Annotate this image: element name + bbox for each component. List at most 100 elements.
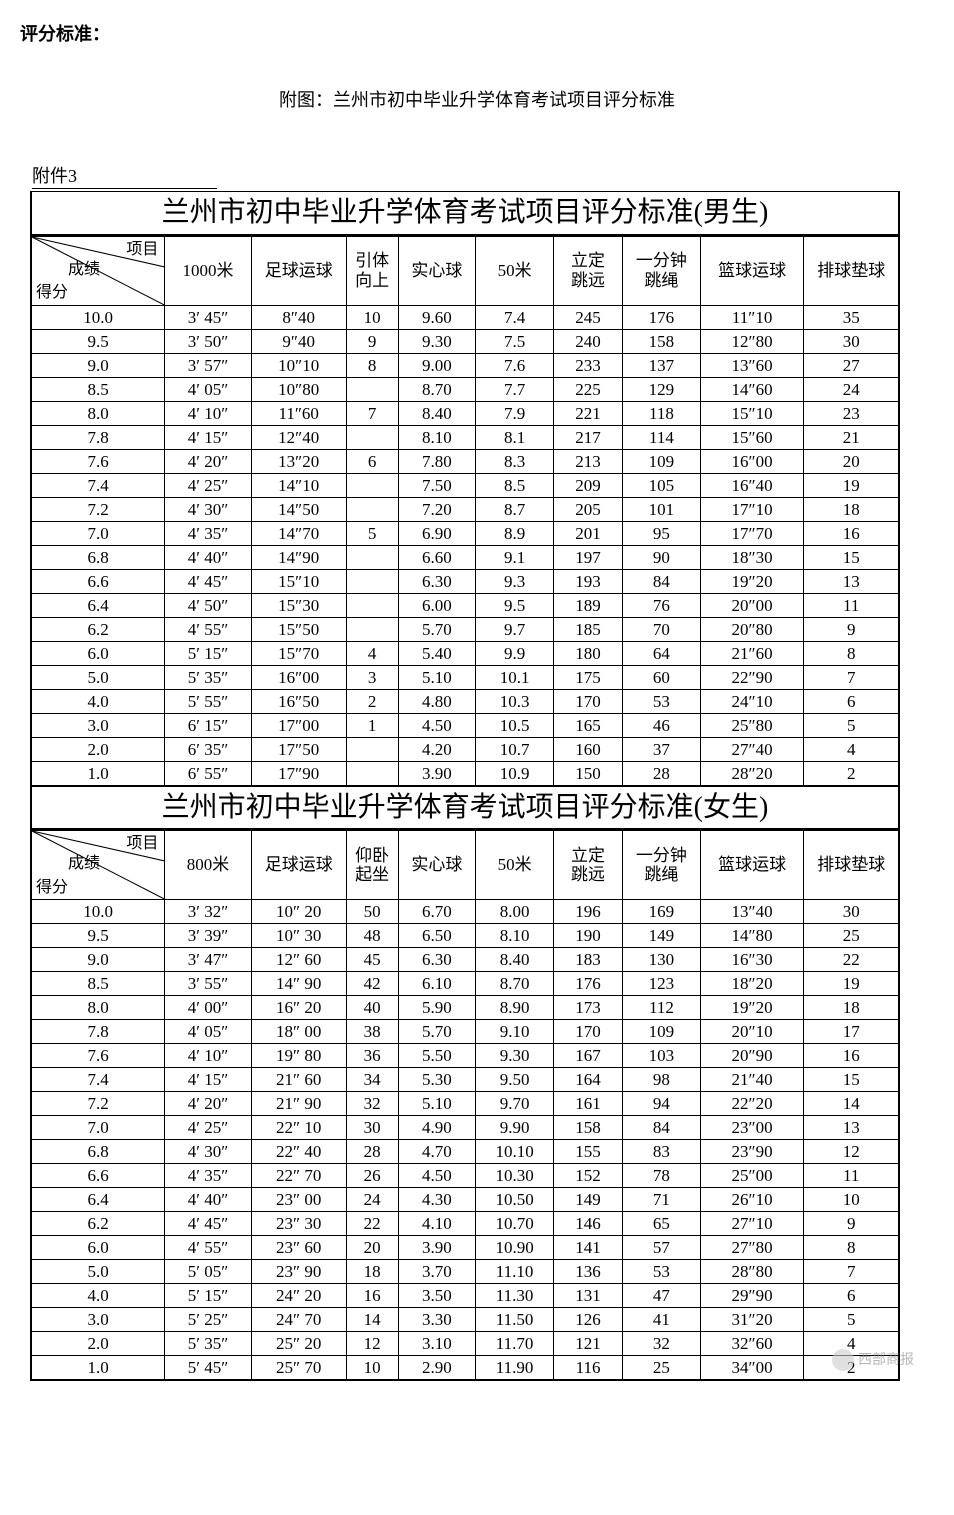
table-cell: 197: [553, 545, 622, 569]
table-cell: 24: [804, 377, 899, 401]
table-cell: 17″90: [251, 761, 346, 786]
table-cell: 4′ 25″: [165, 1116, 251, 1140]
attachment-label: 附件3: [32, 162, 217, 189]
table-cell: 5′ 55″: [165, 689, 251, 713]
col-header: 仰卧起坐: [346, 831, 398, 900]
table-cell: 19: [804, 972, 899, 996]
table-cell: 9.30: [398, 329, 476, 353]
table-cell: 4.10: [398, 1212, 476, 1236]
table-cell: 84: [623, 569, 701, 593]
table-cell: 7.20: [398, 497, 476, 521]
table-row: 7.44′ 25″14″107.508.520910516″4019: [31, 473, 899, 497]
table-cell: 25″ 20: [251, 1332, 346, 1356]
table-row: 1.06′ 55″17″903.9010.91502828″202: [31, 761, 899, 786]
table-cell: 5.30: [398, 1068, 476, 1092]
table-cell: 71: [623, 1188, 701, 1212]
table-cell: 70: [623, 617, 701, 641]
table-cell: 48: [346, 924, 398, 948]
col-header: 一分钟跳绳: [623, 831, 701, 900]
table-cell: [346, 497, 398, 521]
table-cell: 13″60: [700, 353, 804, 377]
table-cell: 5: [346, 521, 398, 545]
table-row: 6.44′ 50″15″306.009.51897620″0011: [31, 593, 899, 617]
table-cell: 7.7: [476, 377, 554, 401]
table-cell: 12: [346, 1332, 398, 1356]
table-cell: 7.8: [31, 425, 165, 449]
table-cell: 8: [804, 641, 899, 665]
table-cell: 15″60: [700, 425, 804, 449]
table-cell: 6′ 15″: [165, 713, 251, 737]
table-cell: 76: [623, 593, 701, 617]
table-cell: 4′ 30″: [165, 497, 251, 521]
table-cell: 10.50: [476, 1188, 554, 1212]
table-cell: 4.50: [398, 713, 476, 737]
table-cell: 4.70: [398, 1140, 476, 1164]
page-subheading: 附图：兰州市初中毕业升学体育考试项目评分标准: [20, 86, 934, 112]
table-cell: 169: [623, 900, 701, 924]
table-cell: 5′ 25″: [165, 1308, 251, 1332]
table-cell: 201: [553, 521, 622, 545]
table-cell: 16: [804, 1044, 899, 1068]
table-cell: 8.10: [476, 924, 554, 948]
table-cell: 3′ 50″: [165, 329, 251, 353]
table-cell: 17″10: [700, 497, 804, 521]
table-cell: 245: [553, 305, 622, 329]
table-cell: 22: [346, 1212, 398, 1236]
table-cell: 11: [804, 1164, 899, 1188]
table-cell: 16″00: [251, 665, 346, 689]
col-header: 立定跳远: [553, 236, 622, 305]
table-cell: 118: [623, 401, 701, 425]
table-cell: 8″40: [251, 305, 346, 329]
col-header: 1000米: [165, 236, 251, 305]
table-cell: 98: [623, 1068, 701, 1092]
table-cell: 6.70: [398, 900, 476, 924]
col-header: 50米: [476, 831, 554, 900]
table-cell: 4′ 45″: [165, 1212, 251, 1236]
table-cell: 9.5: [31, 329, 165, 353]
table-cell: 130: [623, 948, 701, 972]
table-cell: 21″ 90: [251, 1092, 346, 1116]
table-cell: 21″ 60: [251, 1068, 346, 1092]
table-cell: 30: [804, 329, 899, 353]
table-cell: 146: [553, 1212, 622, 1236]
table-cell: 20″90: [700, 1044, 804, 1068]
col-header: 足球运球: [251, 236, 346, 305]
table-cell: 158: [623, 329, 701, 353]
col-header: 一分钟跳绳: [623, 236, 701, 305]
table-cell: 9.0: [31, 353, 165, 377]
table-cell: 7.6: [31, 449, 165, 473]
table-cell: 7: [804, 1260, 899, 1284]
table-cell: 149: [553, 1188, 622, 1212]
table-cell: 16″50: [251, 689, 346, 713]
table-cell: 158: [553, 1116, 622, 1140]
table-cell: 28: [623, 761, 701, 786]
watermark-text: 西部商报: [858, 1351, 914, 1367]
table-cell: 152: [553, 1164, 622, 1188]
table-cell: 27: [804, 353, 899, 377]
table-cell: 6: [346, 449, 398, 473]
table-cell: 94: [623, 1092, 701, 1116]
table-cell: 11.10: [476, 1260, 554, 1284]
table-row: 2.05′ 35″25″ 20123.1011.701213232″604: [31, 1332, 899, 1356]
table-cell: 25″00: [700, 1164, 804, 1188]
table-cell: 5.70: [398, 617, 476, 641]
col-header: 排球垫球: [804, 236, 899, 305]
table-cell: 155: [553, 1140, 622, 1164]
table-cell: [346, 569, 398, 593]
table-cell: 7.80: [398, 449, 476, 473]
table-cell: 8.5: [31, 377, 165, 401]
table-cell: 240: [553, 329, 622, 353]
table-cell: 7.50: [398, 473, 476, 497]
table-cell: 5′ 35″: [165, 1332, 251, 1356]
table-cell: 83: [623, 1140, 701, 1164]
table-cell: 4′ 55″: [165, 1236, 251, 1260]
table-cell: 9.5: [31, 924, 165, 948]
table-cell: 101: [623, 497, 701, 521]
table-cell: 7.4: [31, 1068, 165, 1092]
table-cell: 35: [804, 305, 899, 329]
table-cell: 25: [623, 1356, 701, 1381]
table-cell: 36: [346, 1044, 398, 1068]
table-cell: 7: [804, 665, 899, 689]
table-cell: 175: [553, 665, 622, 689]
page-heading: 评分标准：: [20, 20, 934, 46]
